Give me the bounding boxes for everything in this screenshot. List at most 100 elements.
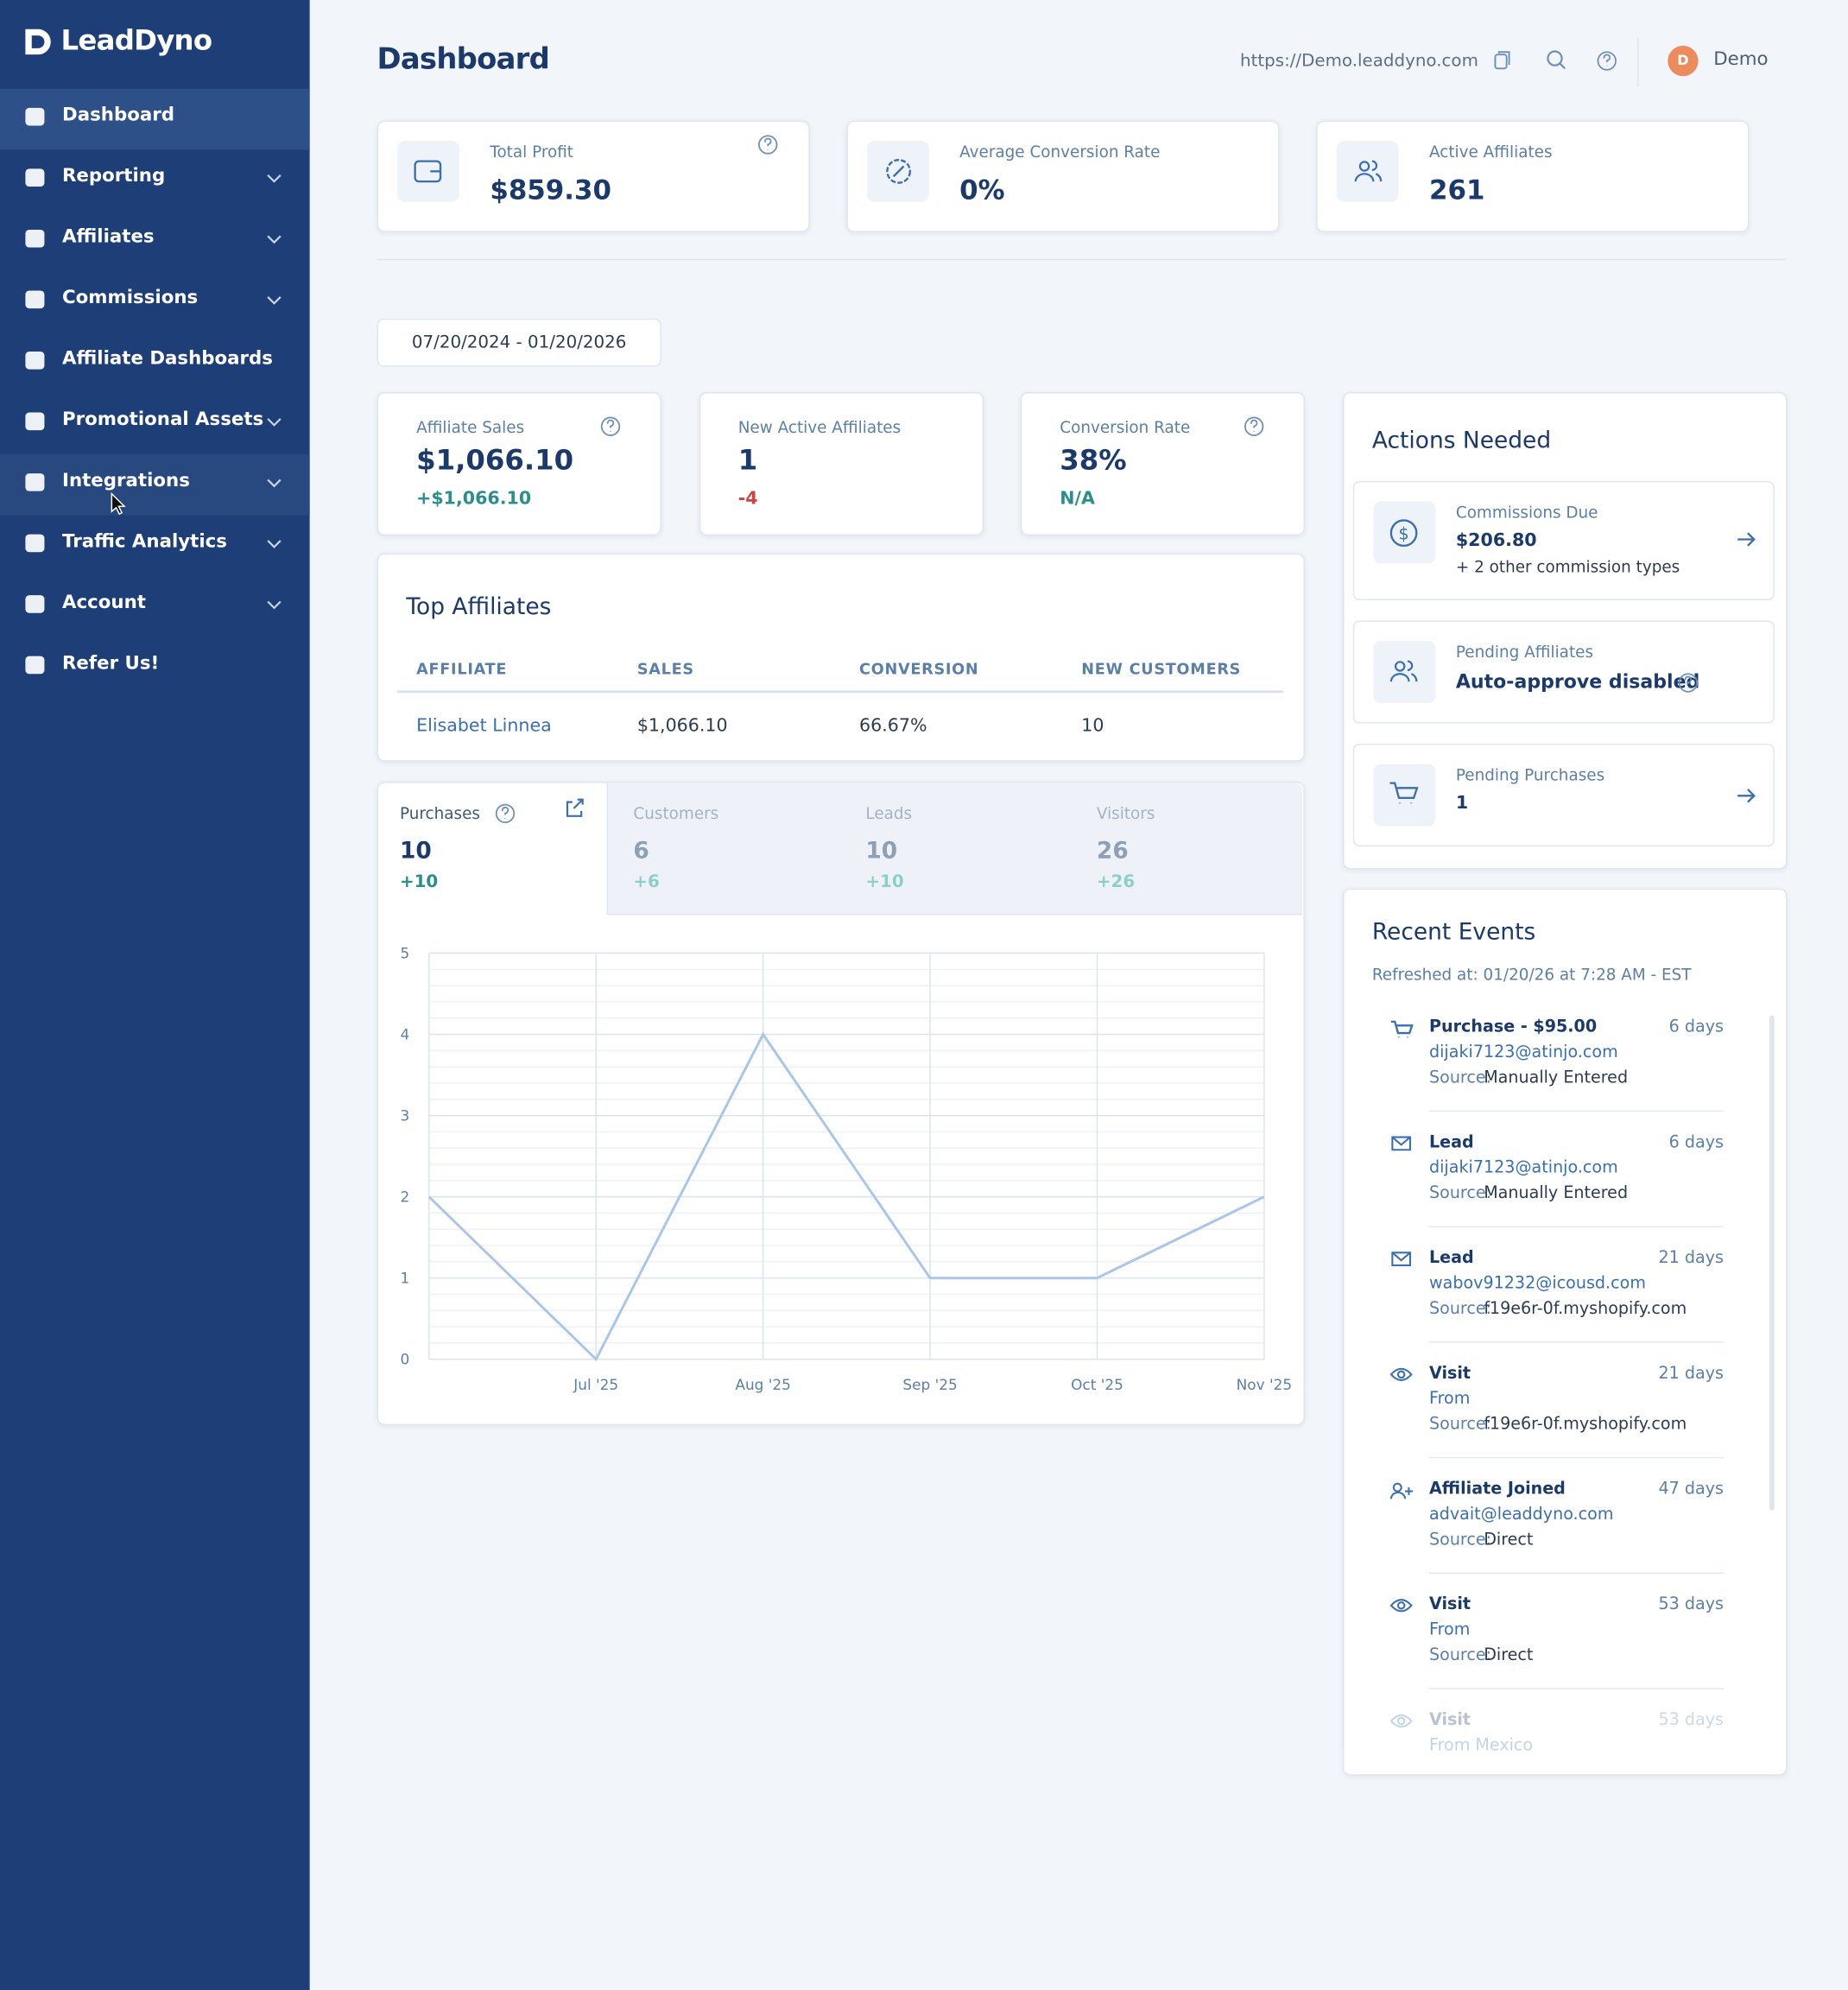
search-icon: [1547, 50, 1563, 67]
event-source-label: Source:: [1428, 1299, 1492, 1319]
event-age: 53 days: [1658, 1594, 1724, 1614]
event-source: f19e6r-0f.myshopify.com: [1484, 1299, 1687, 1319]
column-header: NEW CUSTOMERS: [1081, 659, 1242, 677]
event-detail[interactable]: wabov91232@icousd.com: [1428, 1274, 1646, 1294]
search-icon: [1559, 62, 1566, 70]
nav-item[interactable]: Account: [62, 593, 146, 613]
events-fade: [1344, 1751, 1784, 1772]
tabs-inactive-bg: [606, 783, 1303, 916]
actions-title: Actions Needed: [1371, 427, 1552, 454]
stat-change: -4: [737, 489, 758, 510]
event-source-label: Source:: [1428, 1068, 1492, 1088]
event-source: Direct: [1484, 1531, 1534, 1550]
copy-icon: [1497, 51, 1510, 65]
event-type: Affiliate Joined: [1428, 1480, 1566, 1499]
user-name[interactable]: Demo: [1713, 49, 1769, 70]
top-affiliates-title: Top Affiliates: [406, 593, 552, 621]
events-card: [1343, 888, 1788, 1776]
action-icon-box: [1373, 641, 1436, 704]
summary-value: 261: [1428, 174, 1485, 206]
tab-label[interactable]: Visitors: [1096, 803, 1155, 823]
nav-item[interactable]: Promotional Assets: [62, 409, 264, 431]
action-icon-box: [1373, 764, 1436, 827]
stat-label: Affiliate Sales: [416, 417, 525, 437]
nav-hover-bg: [0, 454, 310, 516]
date-range-box: [377, 318, 661, 367]
summary-value: 0%: [959, 174, 1005, 206]
affiliate-link[interactable]: Elisabet Linnea: [416, 716, 552, 737]
event-type: Lead: [1428, 1248, 1474, 1268]
nav-item[interactable]: Integrations: [62, 471, 190, 491]
table-rule: [397, 690, 1283, 694]
action-label: Commissions Due: [1455, 503, 1598, 523]
help-icon-mark: [1603, 54, 1611, 67]
nav-item[interactable]: Commissions: [62, 288, 199, 309]
event-age: 21 days: [1658, 1364, 1724, 1384]
stat-value: 1: [737, 446, 758, 478]
events-title: Recent Events: [1371, 918, 1536, 946]
event-separator: [1428, 1110, 1724, 1112]
summary-value: $859.30: [490, 174, 611, 206]
summary-label: Total Profit: [490, 142, 574, 162]
nav-item[interactable]: Reporting: [62, 166, 166, 187]
event-age: 53 days: [1658, 1710, 1724, 1730]
nav-item[interactable]: Dashboard: [62, 105, 175, 126]
event-age: 6 days: [1668, 1133, 1724, 1153]
events-scrollbar: [1769, 1015, 1775, 1511]
avatar: [1668, 45, 1699, 77]
tab-value: 26: [1096, 837, 1129, 865]
stat-label: Conversion Rate: [1060, 417, 1191, 437]
nav-item[interactable]: Affiliate Dashboards: [62, 349, 274, 370]
event-detail[interactable]: dijaki7123@atinjo.com: [1428, 1158, 1618, 1178]
event-age: 6 days: [1668, 1017, 1724, 1037]
events-refreshed: Refreshed at: 01/20/26 at 7:28 AM - EST: [1371, 965, 1692, 985]
summary-label: Average Conversion Rate: [959, 142, 1161, 162]
nav-item[interactable]: Refer Us!: [62, 653, 160, 675]
table-cell: $1,066.10: [636, 716, 728, 737]
tab-label[interactable]: Customers: [633, 803, 719, 823]
stat-change: N/A: [1060, 489, 1095, 510]
action-value[interactable]: Auto-approve disabled: [1455, 669, 1700, 693]
event-type: Lead: [1428, 1133, 1474, 1153]
nav-item[interactable]: Traffic Analytics: [62, 531, 228, 553]
tab-change: +6: [633, 871, 660, 892]
stat-change: +$1,066.10: [416, 489, 532, 510]
action-label: Pending Purchases: [1455, 765, 1605, 785]
event-detail[interactable]: dijaki7123@atinjo.com: [1428, 1043, 1618, 1062]
stat-label: New Active Affiliates: [737, 417, 902, 437]
event-separator: [1428, 1688, 1724, 1689]
summary-icon-box: [397, 141, 460, 202]
event-type: Visit: [1428, 1364, 1471, 1384]
action-value[interactable]: $206.80: [1455, 530, 1537, 552]
event-detail[interactable]: From: [1428, 1389, 1471, 1409]
tab-value: 10: [399, 837, 432, 865]
table-cell: 10: [1081, 716, 1104, 737]
event-source-label: Source:: [1428, 1183, 1492, 1203]
event-separator: [1428, 1572, 1724, 1575]
action-note: + 2 other commission types: [1455, 557, 1680, 577]
tab-value: 10: [865, 837, 898, 865]
tab-label[interactable]: Leads: [865, 803, 913, 823]
nav-item[interactable]: Affiliates: [62, 227, 155, 248]
event-detail[interactable]: advait@leaddyno.com: [1428, 1505, 1614, 1524]
event-source-label: Source:: [1428, 1415, 1492, 1435]
stat-card: [377, 392, 661, 536]
summary-icon-box: [1336, 141, 1399, 202]
tab-change: +10: [399, 871, 439, 892]
tab-change: +10: [865, 871, 904, 892]
event-separator: [1428, 1341, 1724, 1343]
event-detail[interactable]: From: [1428, 1620, 1471, 1640]
event-detail[interactable]: From Mexico: [1428, 1736, 1534, 1756]
summary-label: Active Affiliates: [1428, 142, 1553, 162]
event-source-label: Source:: [1428, 1531, 1492, 1550]
sidebar: [0, 0, 310, 1990]
table-cell: 66.67%: [859, 716, 927, 737]
site-url: https://Demo.leaddyno.com: [1239, 50, 1478, 71]
stat-card: [699, 392, 984, 536]
tab-label[interactable]: Purchases: [399, 803, 480, 823]
column-header: SALES: [636, 659, 694, 677]
date-range[interactable]: 07/20/2024 - 01/20/2026: [411, 332, 627, 352]
action-value[interactable]: 1: [1455, 793, 1469, 814]
